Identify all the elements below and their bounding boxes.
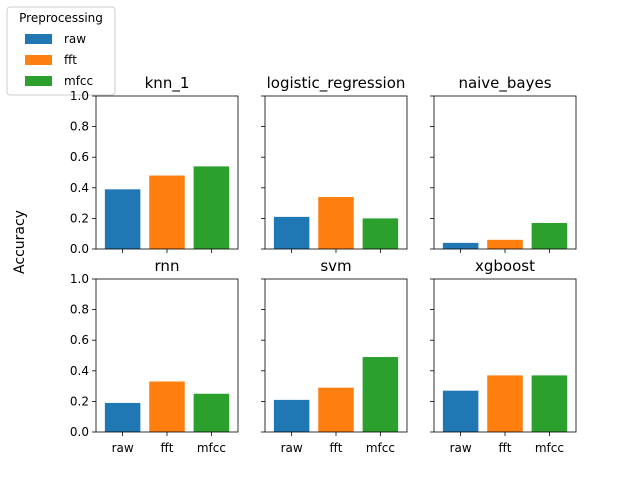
- subplot-knn_1: knn_1 0.0 0.2 0.4 0.6 0.8 1.0: [70, 74, 239, 256]
- bar-mfcc: [193, 393, 230, 432]
- y-tick-label: 0.8: [70, 303, 89, 317]
- bar-raw: [273, 216, 310, 249]
- bar-mfcc: [193, 166, 230, 249]
- subplot-naive_bayes: naive_bayes: [430, 74, 577, 253]
- y-tick-label: 1.0: [70, 89, 89, 103]
- bar-fft: [487, 239, 523, 249]
- y-tick-label: 0.0: [70, 425, 89, 439]
- bar-raw: [273, 399, 310, 432]
- bar-raw: [442, 242, 479, 249]
- subplot-title: naive_bayes: [458, 74, 551, 93]
- subplots: knn_1 0.0 0.2 0.4 0.6 0.8 1.0 logistic_regressi…: [70, 74, 577, 455]
- subplot-xgboost: xgboost raw fft mfcc: [430, 257, 577, 455]
- y-tick-label: 0.4: [70, 364, 89, 378]
- y-tick-label: 0.2: [70, 394, 89, 408]
- subplot-title: knn_1: [145, 74, 190, 93]
- bar-raw: [104, 189, 141, 249]
- x-tick-label: raw: [450, 441, 472, 455]
- x-tick-label: mfcc: [366, 441, 395, 455]
- subplot-title: xgboost: [475, 257, 535, 275]
- y-tick-label: 0.6: [70, 150, 89, 164]
- bar-mfcc: [362, 357, 399, 432]
- bar-raw: [104, 402, 141, 432]
- legend: Preprocessing raw fft mfcc: [6, 6, 116, 96]
- legend-title: Preprocessing: [19, 11, 103, 25]
- x-tick-label: fft: [161, 441, 174, 455]
- legend-swatch-fft: [25, 55, 52, 65]
- axes-frame: [264, 95, 408, 250]
- legend-swatch-mfcc: [25, 76, 52, 86]
- x-tick-label: mfcc: [535, 441, 564, 455]
- subplot-title: rnn: [155, 257, 180, 275]
- subplot-svm: svm raw fft mfcc: [261, 257, 408, 455]
- legend-label-mfcc: mfcc: [64, 74, 93, 88]
- subplot-title: logistic_regression: [267, 74, 406, 93]
- x-tick-label: raw: [281, 441, 303, 455]
- bar-fft: [487, 375, 523, 432]
- bar-fft: [149, 381, 185, 432]
- bar-mfcc: [531, 375, 568, 432]
- bar-fft: [149, 175, 185, 249]
- bar-raw: [442, 390, 479, 432]
- y-tick-label: 0.0: [70, 242, 89, 256]
- y-tick-label: 0.2: [70, 211, 89, 225]
- legend-label-fft: fft: [64, 53, 77, 67]
- axes-frame: [264, 278, 408, 433]
- x-tick-label: mfcc: [197, 441, 226, 455]
- axes-frame: [433, 95, 577, 250]
- x-tick-label: raw: [112, 441, 134, 455]
- subplot-logistic_regression: logistic_regression: [261, 74, 408, 253]
- y-tick-label: 0.4: [70, 181, 89, 195]
- subplot-title: svm: [320, 257, 351, 275]
- y-tick-label: 0.8: [70, 120, 89, 134]
- axes-frame: [95, 278, 239, 433]
- y-tick-label: 0.6: [70, 333, 89, 347]
- y-axis-label: Accuracy: [12, 210, 28, 274]
- y-tick-label: 1.0: [70, 272, 89, 286]
- bar-fft: [318, 196, 354, 249]
- legend-label-raw: raw: [64, 32, 86, 46]
- bar-mfcc: [362, 218, 399, 249]
- x-tick-label: fft: [330, 441, 343, 455]
- bar-mfcc: [531, 222, 568, 249]
- axes-frame: [95, 95, 239, 250]
- bar-fft: [318, 387, 354, 432]
- legend-frame: [6, 6, 116, 96]
- axes-frame: [433, 278, 577, 433]
- legend-swatch-raw: [25, 34, 52, 44]
- x-tick-label: fft: [499, 441, 512, 455]
- subplot-rnn: rnn 0.0 0.2 0.4 0.6 0.8 1.0 raw fft mfcc: [70, 257, 239, 455]
